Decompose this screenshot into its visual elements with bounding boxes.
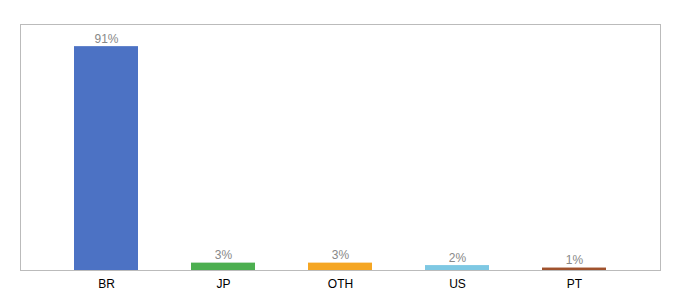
svg-text:3%: 3%: [332, 248, 350, 262]
svg-text:3%: 3%: [215, 248, 233, 262]
svg-text:JP: JP: [216, 277, 230, 291]
svg-text:BR: BR: [98, 277, 115, 291]
svg-text:OTH: OTH: [328, 277, 353, 291]
svg-text:US: US: [449, 277, 466, 291]
svg-text:1%: 1%: [566, 253, 584, 267]
svg-text:91%: 91%: [94, 32, 118, 46]
svg-text:2%: 2%: [449, 251, 467, 265]
svg-text:PT: PT: [567, 277, 583, 291]
